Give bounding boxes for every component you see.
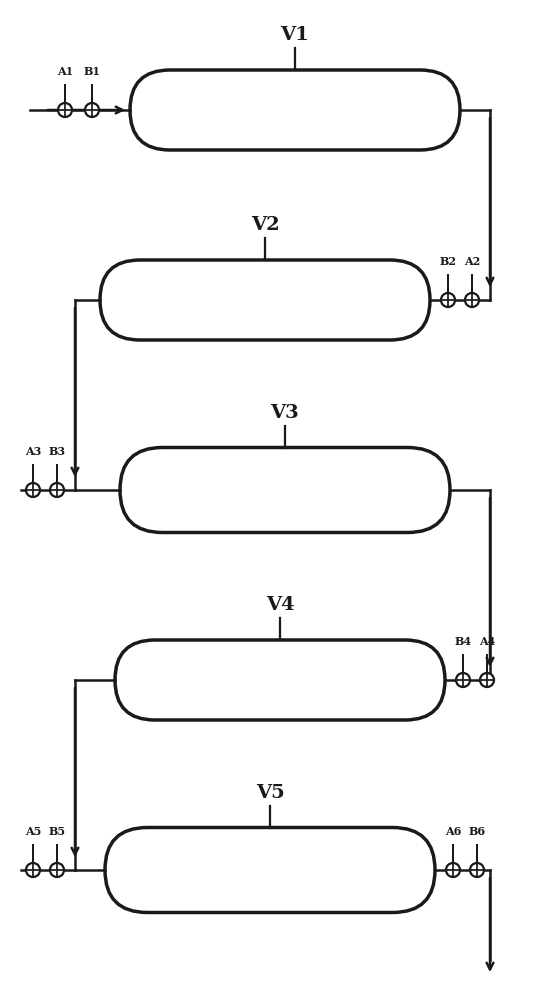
Text: A5: A5	[25, 826, 41, 837]
Text: B4: B4	[454, 636, 471, 647]
Circle shape	[26, 863, 40, 877]
Text: A4: A4	[479, 636, 495, 647]
Circle shape	[446, 863, 460, 877]
Text: B1: B1	[84, 66, 101, 77]
Text: B6: B6	[469, 826, 486, 837]
Text: V1: V1	[280, 26, 310, 44]
FancyBboxPatch shape	[115, 640, 445, 720]
Text: A1: A1	[57, 66, 73, 77]
Text: V5: V5	[256, 784, 284, 802]
Text: B2: B2	[439, 256, 456, 267]
Text: V3: V3	[271, 403, 299, 422]
Circle shape	[26, 483, 40, 497]
Text: B5: B5	[48, 826, 65, 837]
Circle shape	[58, 103, 72, 117]
Circle shape	[50, 863, 64, 877]
Circle shape	[85, 103, 99, 117]
Text: A3: A3	[25, 446, 41, 457]
Text: V2: V2	[251, 216, 279, 234]
Circle shape	[441, 293, 455, 307]
Circle shape	[50, 483, 64, 497]
FancyBboxPatch shape	[100, 260, 430, 340]
Text: B3: B3	[48, 446, 65, 457]
Circle shape	[456, 673, 470, 687]
FancyBboxPatch shape	[105, 828, 435, 912]
Circle shape	[465, 293, 479, 307]
Text: A6: A6	[445, 826, 461, 837]
Circle shape	[480, 673, 494, 687]
Text: V4: V4	[266, 596, 294, 614]
FancyBboxPatch shape	[120, 448, 450, 532]
Text: A2: A2	[464, 256, 480, 267]
FancyBboxPatch shape	[130, 70, 460, 150]
Circle shape	[470, 863, 484, 877]
